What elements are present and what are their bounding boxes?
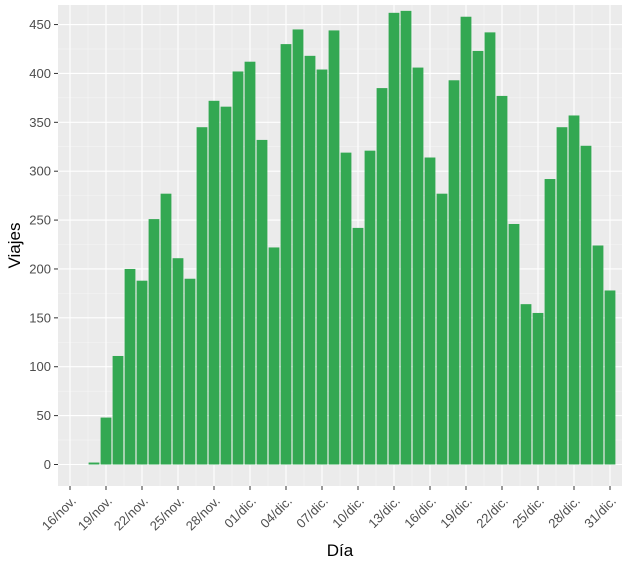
bar bbox=[172, 258, 184, 465]
bar bbox=[544, 179, 556, 465]
x-tick-label: 31/dic. bbox=[581, 493, 619, 531]
bar bbox=[556, 127, 568, 465]
bar bbox=[424, 157, 436, 465]
x-tick-label: 25/dic. bbox=[509, 493, 547, 531]
bar bbox=[448, 80, 460, 465]
bar bbox=[484, 32, 496, 465]
bar bbox=[460, 16, 472, 465]
bar bbox=[184, 278, 196, 465]
x-tick-label: 28/dic. bbox=[545, 493, 583, 531]
bar bbox=[112, 355, 124, 465]
x-tick-label: 13/dic. bbox=[365, 493, 403, 531]
bar bbox=[376, 88, 388, 465]
x-tick-label: 16/nov. bbox=[39, 493, 79, 533]
x-axis-title: Día bbox=[327, 541, 354, 560]
bar bbox=[364, 150, 376, 465]
x-tick-label: 28/nov. bbox=[183, 493, 223, 533]
y-tick-label: 0 bbox=[44, 457, 51, 472]
bar bbox=[148, 219, 160, 465]
bar bbox=[160, 193, 172, 465]
bar bbox=[568, 115, 580, 465]
x-tick-label: 22/dic. bbox=[473, 493, 511, 531]
x-tick-label: 04/dic. bbox=[257, 493, 295, 531]
bar bbox=[280, 44, 292, 465]
x-tick-label: 10/dic. bbox=[329, 493, 367, 531]
x-tick-label: 19/dic. bbox=[437, 493, 475, 531]
bar bbox=[124, 268, 136, 465]
x-tick-label: 01/dic. bbox=[221, 493, 259, 531]
bar bbox=[256, 139, 268, 465]
x-tick-label: 19/nov. bbox=[75, 493, 115, 533]
y-tick-label: 200 bbox=[29, 261, 51, 276]
bar bbox=[244, 61, 256, 465]
bar bbox=[508, 223, 520, 465]
bar bbox=[604, 290, 616, 465]
bar bbox=[304, 55, 316, 465]
x-tick-label: 16/dic. bbox=[401, 493, 439, 531]
bar bbox=[388, 12, 400, 465]
y-tick-label: 150 bbox=[29, 310, 51, 325]
bar bbox=[196, 127, 208, 465]
bar bbox=[400, 10, 412, 465]
y-tick-label: 50 bbox=[37, 408, 51, 423]
y-tick-label: 350 bbox=[29, 115, 51, 130]
y-tick-label: 100 bbox=[29, 359, 51, 374]
y-tick-label: 450 bbox=[29, 17, 51, 32]
bar bbox=[136, 280, 148, 465]
bar bbox=[520, 304, 532, 465]
x-tick-label: 25/nov. bbox=[147, 493, 187, 533]
bar bbox=[232, 71, 244, 465]
bar bbox=[88, 462, 100, 465]
y-tick-label: 400 bbox=[29, 66, 51, 81]
bar bbox=[352, 227, 364, 465]
bar bbox=[292, 29, 304, 465]
bar bbox=[496, 95, 508, 465]
bar bbox=[532, 312, 544, 465]
bar bbox=[328, 30, 340, 465]
bar bbox=[220, 106, 232, 465]
bar bbox=[316, 69, 328, 465]
bar bbox=[208, 100, 220, 465]
bar bbox=[412, 67, 424, 465]
bar bbox=[592, 245, 604, 465]
bar bbox=[436, 193, 448, 465]
bar bbox=[100, 417, 112, 465]
y-axis-title: Viajes bbox=[5, 223, 24, 269]
x-tick-label: 07/dic. bbox=[293, 493, 331, 531]
bar bbox=[268, 247, 280, 465]
bar bbox=[472, 50, 484, 465]
bar bbox=[340, 152, 352, 465]
y-tick-label: 300 bbox=[29, 164, 51, 179]
x-tick-label: 22/nov. bbox=[111, 493, 151, 533]
y-tick-label: 250 bbox=[29, 213, 51, 228]
bar bbox=[580, 145, 592, 465]
